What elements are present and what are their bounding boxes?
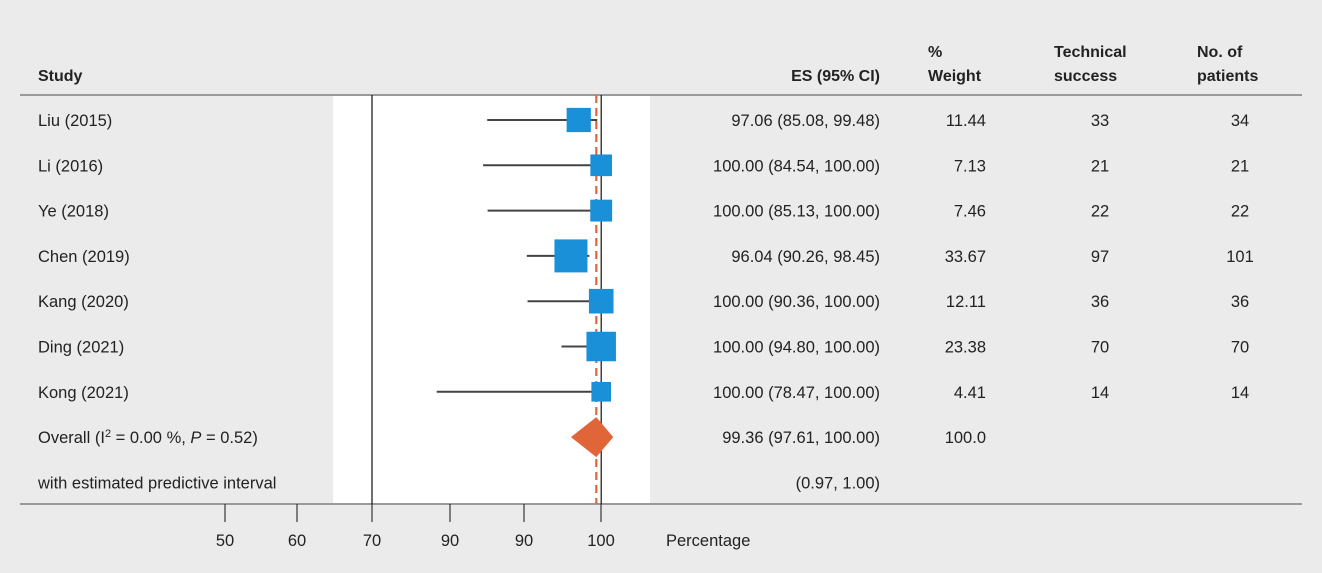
patients-value: 34 bbox=[1231, 112, 1249, 130]
study-label: Ding (2021) bbox=[38, 339, 124, 357]
x-tick-label: 70 bbox=[363, 532, 381, 550]
overall-label-part: P bbox=[190, 429, 201, 447]
weight-value: 12.11 bbox=[946, 293, 986, 311]
study-label: Kong (2021) bbox=[38, 384, 129, 402]
weight-box bbox=[591, 381, 611, 402]
header-success-line2: success bbox=[1054, 68, 1117, 85]
overall-label: Overall (I2 = 0.00 %, P = 0.52) bbox=[38, 428, 258, 447]
es-value: 97.06 (85.08, 99.48) bbox=[731, 112, 880, 130]
es-value: 100.00 (90.36, 100.00) bbox=[713, 293, 880, 311]
weight-box bbox=[590, 199, 613, 222]
es-value: 100.00 (78.47, 100.00) bbox=[713, 384, 880, 402]
patients-value: 14 bbox=[1231, 384, 1249, 402]
success-value: 22 bbox=[1091, 203, 1109, 221]
success-value: 14 bbox=[1091, 384, 1109, 402]
patients-value: 22 bbox=[1231, 203, 1249, 221]
predictive-value: (0.97, 1.00) bbox=[796, 474, 880, 492]
weight-box bbox=[590, 154, 613, 177]
es-value: 100.00 (84.54, 100.00) bbox=[713, 157, 880, 175]
overall-label-part: = 0.00 %, bbox=[111, 429, 190, 447]
weight-value: 33.67 bbox=[945, 248, 986, 266]
overall-es-value: 99.36 (97.61, 100.00) bbox=[722, 429, 880, 447]
study-label: Chen (2019) bbox=[38, 248, 130, 266]
header-success-line1: Technical bbox=[1054, 44, 1127, 61]
header-es: ES (95% CI) bbox=[791, 68, 880, 85]
predictive-label: with estimated predictive interval bbox=[37, 474, 276, 492]
x-tick-label: 100 bbox=[587, 532, 615, 550]
weight-value: 7.13 bbox=[954, 157, 986, 175]
header-patients-line1: No. of bbox=[1197, 44, 1243, 61]
es-value: 96.04 (90.26, 98.45) bbox=[731, 248, 880, 266]
overall-diamond bbox=[570, 417, 614, 458]
header-weight-line2: Weight bbox=[928, 68, 982, 85]
weight-box bbox=[586, 331, 616, 362]
es-value: 100.00 (85.13, 100.00) bbox=[713, 203, 880, 221]
success-value: 97 bbox=[1091, 248, 1109, 266]
study-label: Liu (2015) bbox=[38, 112, 112, 130]
study-label: Ye (2018) bbox=[38, 203, 109, 221]
x-axis-label: Percentage bbox=[666, 532, 750, 550]
header-patients-line2: patients bbox=[1197, 68, 1258, 85]
weight-box bbox=[588, 288, 614, 314]
es-value: 100.00 (94.80, 100.00) bbox=[713, 339, 880, 357]
overall-label-part: Overall (I bbox=[38, 429, 105, 447]
success-value: 70 bbox=[1091, 339, 1109, 357]
x-tick-label: 90 bbox=[515, 532, 533, 550]
header-weight-line1: % bbox=[928, 44, 942, 61]
x-tick-label: 50 bbox=[216, 532, 234, 550]
weight-value: 4.41 bbox=[954, 384, 986, 402]
patients-value: 21 bbox=[1231, 157, 1249, 175]
patients-value: 70 bbox=[1231, 339, 1249, 357]
patients-value: 101 bbox=[1226, 248, 1254, 266]
overall-label-part: 2 bbox=[105, 428, 111, 440]
success-value: 21 bbox=[1091, 157, 1109, 175]
weight-box bbox=[554, 239, 588, 273]
success-value: 33 bbox=[1091, 112, 1109, 130]
weight-value: 11.44 bbox=[946, 112, 986, 130]
study-label: Kang (2020) bbox=[38, 293, 129, 311]
overall-weight-value: 100.0 bbox=[945, 429, 986, 447]
x-tick-label: 90 bbox=[441, 532, 459, 550]
success-value: 36 bbox=[1091, 293, 1109, 311]
patients-value: 36 bbox=[1231, 293, 1249, 311]
overall-label-part: = 0.52) bbox=[201, 429, 257, 447]
weight-value: 7.46 bbox=[954, 203, 986, 221]
x-tick-label: 60 bbox=[288, 532, 306, 550]
weight-box bbox=[566, 107, 591, 133]
study-label: Li (2016) bbox=[38, 157, 103, 175]
header-study: Study bbox=[38, 68, 83, 85]
weight-value: 23.38 bbox=[945, 339, 986, 357]
